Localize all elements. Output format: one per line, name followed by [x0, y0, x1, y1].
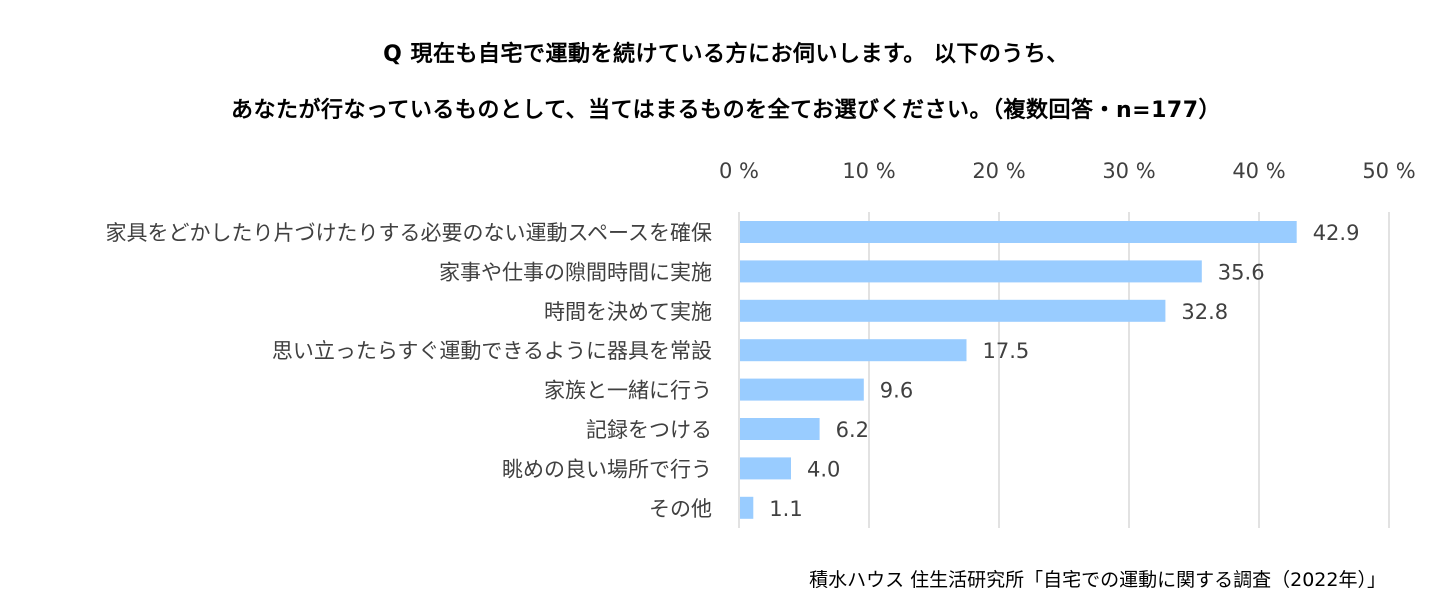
x-axis-tick-labels: 0 % 10 % 20 % 30 % 40 % 50 %: [719, 159, 1416, 183]
x-tick-label: 50 %: [1362, 159, 1415, 183]
value-label: 4.0: [807, 457, 840, 481]
category-label: 思い立ったらすぐ運動できるように器具を常設: [272, 339, 712, 363]
category-label: 記録をつける: [586, 418, 712, 442]
bar: [740, 339, 967, 362]
x-tick-label: 10 %: [842, 159, 895, 183]
category-label: 家具をどかしたり片づけたりする必要のない運動スペースを確保: [106, 221, 712, 245]
bar: [740, 418, 820, 440]
chart-title-line-1: Q 現在も自宅で運動を続けている方にお伺いします。 以下のうち、: [383, 42, 1069, 67]
source-note: 積水ハウス 住生活研究所「自宅での運動に関する調査（2022年）」: [809, 569, 1386, 591]
bar: [740, 299, 1166, 322]
bar: [740, 260, 1202, 283]
category-label: 眺めの良い場所で行う: [502, 457, 712, 481]
bar: [740, 221, 1297, 243]
bars: [740, 221, 1297, 519]
value-label: 32.8: [1181, 300, 1228, 324]
value-label: 6.2: [836, 418, 869, 442]
value-label: 35.6: [1218, 260, 1265, 284]
x-tick-label: 30 %: [1102, 159, 1155, 183]
x-tick-label: 40 %: [1232, 159, 1285, 183]
gridlines: [738, 212, 1390, 528]
category-label: 家族と一緒に行う: [544, 379, 712, 403]
category-label: その他: [649, 497, 712, 521]
bar: [740, 378, 864, 401]
category-label: 家事や仕事の隙間時間に実施: [439, 260, 712, 284]
x-tick-label: 20 %: [972, 159, 1025, 183]
category-labels: 家具をどかしたり片づけたりする必要のない運動スペースを確保家事や仕事の隙間時間に…: [106, 221, 712, 521]
category-label: 時間を決めて実施: [544, 300, 712, 324]
value-label: 17.5: [983, 339, 1030, 363]
bar: [740, 496, 754, 519]
bar: [740, 457, 791, 480]
value-labels: 42.9 35.6 32.8 17.5 9.6 6.2 4.01.1: [769, 221, 1359, 521]
value-label: 42.9: [1313, 221, 1360, 245]
x-tick-label: 0 %: [719, 159, 759, 183]
value-label: 1.1: [769, 497, 802, 521]
value-label: 9.6: [880, 379, 913, 403]
chart-title-line-2: あなたが行なっているものとして、当てはまるものを全てお選びください。（複数回答・…: [230, 98, 1222, 123]
